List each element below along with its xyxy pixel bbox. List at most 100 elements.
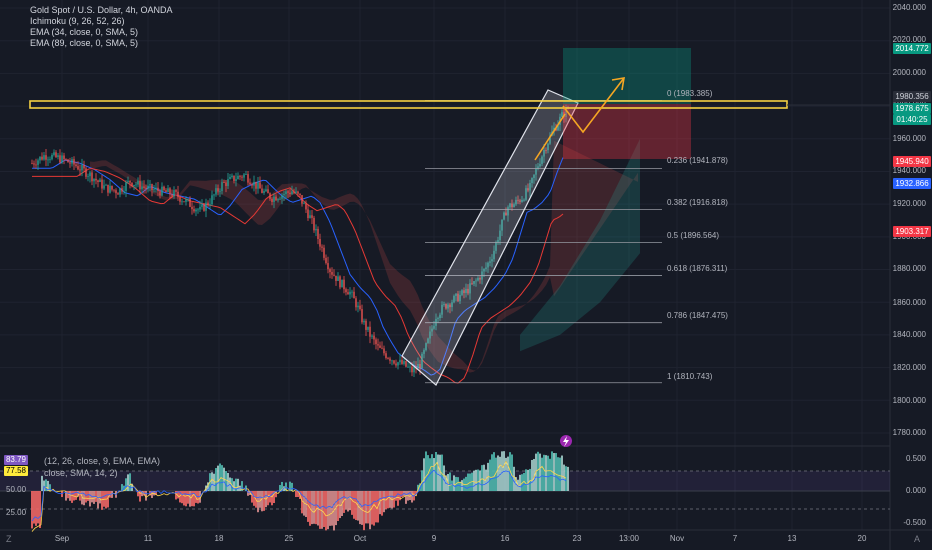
histogram-bar [537,451,539,491]
candle-body [321,246,323,248]
histogram-bar [301,491,303,514]
candle-body [187,198,189,200]
candle-body [223,182,225,183]
timezone-icon[interactable]: Z [6,534,12,544]
symbol-title[interactable]: Gold Spot / U.S. Dollar, 4h, OANDA [30,5,173,15]
candle-body [181,201,183,203]
histogram-bar [259,491,261,508]
osc-left-axis-label: 50.00 [6,485,27,494]
candle-body [149,184,151,186]
candle-body [511,203,513,208]
time-axis-label: 13 [787,534,797,543]
candle-body [547,143,549,151]
histogram-bar [457,477,459,491]
candle-body [387,357,389,359]
histogram-bar [539,453,541,491]
candle-body [211,195,213,205]
histogram-bar [189,491,191,507]
candle-body [421,353,423,369]
candle-body [499,230,501,241]
histogram-bar [523,472,525,491]
histogram-bar [383,491,385,513]
histogram-bar [137,491,139,497]
histogram-bar [315,491,317,525]
candle-body [129,180,131,183]
histogram-bar [235,478,237,491]
histogram-bar [211,472,213,491]
candle-body [345,289,347,293]
candle-body [201,204,203,207]
candle-body [493,250,495,260]
lightning-icon [563,436,569,447]
candle-body [523,199,525,201]
histogram-bar [81,491,83,505]
histogram-bar [47,480,49,491]
macd-legend[interactable]: (12, 26, close, 9, EMA, EMA) [44,456,161,466]
candle-body [51,154,53,160]
price-axis-label: 1960.000 [892,134,926,143]
candle-body [485,267,487,269]
price-axis-label: 2040.000 [892,3,926,12]
candle-body [81,164,83,171]
histogram-bar [77,491,79,497]
candle-body [545,150,547,151]
candle-body [515,199,517,205]
histogram-bar [67,491,69,499]
ema89-line [32,168,564,384]
candle-body [439,314,441,319]
candle-body [489,261,491,263]
time-axis-label: 25 [284,534,294,543]
candle-body [449,304,451,308]
histogram-bar [141,491,143,497]
histogram-bar [505,457,507,491]
candle-body [423,350,425,354]
candle-body [255,181,257,189]
candle-body [259,182,261,189]
histogram-bar [269,491,271,503]
ichimoku-legend[interactable]: Ichimoku (9, 26, 52, 26) [30,16,125,26]
candle-body [291,191,293,195]
histogram-bar [227,472,229,491]
histogram-bar [553,453,555,491]
candle-body [83,164,85,169]
time-axis-label: Nov [669,534,685,543]
histogram-bar [175,491,177,500]
auto-scale-icon[interactable]: A [914,534,921,544]
histogram-bar [307,491,309,522]
histogram-bar [199,491,201,503]
candle-body [283,194,285,196]
histogram-bar [499,456,501,491]
histogram-bar [177,491,179,499]
candle-body [111,185,113,190]
price-axis-label: 1840.000 [892,330,926,339]
histogram-bar [241,481,243,491]
candle-body [419,363,421,369]
candle-body [509,203,511,208]
candle-body [339,276,341,288]
histogram-bar [261,491,263,512]
stoch-legend[interactable]: close, SMA, 14, 2) [44,468,118,478]
candle-body [297,191,299,194]
histogram-bar [41,475,43,491]
histogram-bar [367,491,369,524]
ema89-legend[interactable]: EMA (89, close, 0, SMA, 5) [30,38,139,48]
candle-body [363,320,365,323]
candle-body [343,279,345,290]
candle-body [179,197,181,202]
histogram-bar [365,491,367,524]
histogram-bar [69,491,71,501]
histogram-bar [263,491,265,511]
histogram-bar [271,491,273,506]
candle-body [169,188,171,195]
candle-body [67,159,69,163]
histogram-bar [303,491,305,516]
ema34-legend[interactable]: EMA (34, close, 0, SMA, 5) [30,27,139,37]
time-axis-label: 16 [500,534,510,543]
candle-body [437,318,439,319]
fib-level-label: 0.786 (1847.475) [667,311,728,320]
histogram-bar [419,483,421,491]
histogram-bar [313,491,315,524]
candle-body [285,191,287,195]
